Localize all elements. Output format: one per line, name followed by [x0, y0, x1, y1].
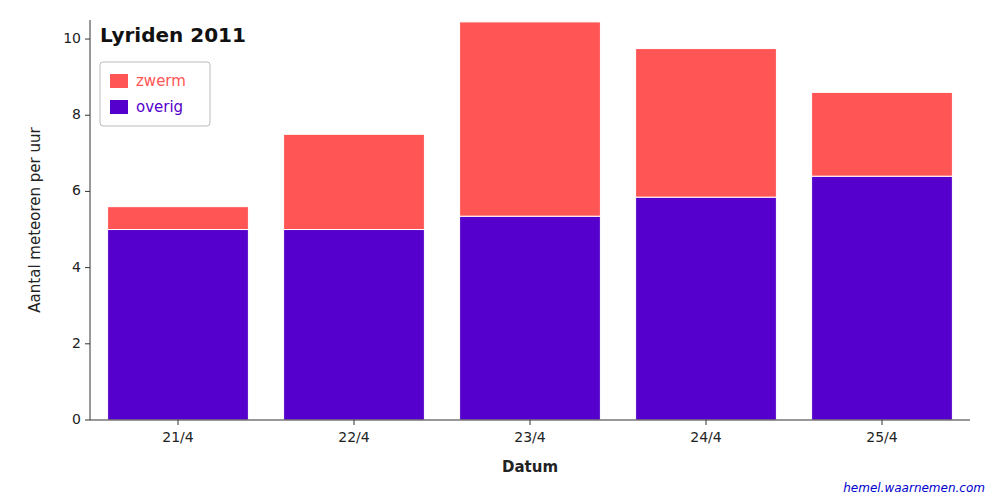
x-tick [178, 420, 179, 425]
axes: 0 2 4 6 8 10 21/4 22/4 23/4 24/4 25/4 [63, 20, 970, 445]
legend-label: overig [136, 98, 183, 116]
bar-segment [108, 207, 249, 230]
legend: zwerm overig [100, 62, 210, 126]
bars [108, 22, 953, 420]
y-tick-label: 6 [72, 182, 81, 198]
x-tick-label: 25/4 [866, 429, 898, 445]
legend-swatch [110, 100, 128, 114]
y-tick-label: 4 [72, 259, 81, 275]
x-tick [706, 420, 707, 425]
x-tick [354, 420, 355, 425]
y-axis-label: Aantal meteoren per uur [26, 127, 44, 313]
x-tick-label: 22/4 [338, 429, 370, 445]
y-axis-line [90, 20, 91, 420]
legend-swatch [110, 74, 128, 88]
y-tick-label: 8 [72, 106, 81, 122]
bar-segment [284, 230, 425, 420]
bar-segment [636, 49, 777, 198]
legend-box [100, 62, 210, 126]
x-tick-label: 24/4 [690, 429, 722, 445]
x-tick-label: 23/4 [514, 429, 546, 445]
x-tick-label: 21/4 [162, 429, 194, 445]
x-axis-label: Datum [502, 458, 558, 476]
title: Lyriden 2011 [100, 23, 246, 47]
watermark: hemel.waarnemen.com [843, 481, 985, 495]
y-tick [85, 267, 90, 268]
y-tick-label: 10 [63, 30, 81, 46]
bar-segment [108, 230, 249, 420]
bar-segment [460, 216, 601, 420]
y-tick-label: 2 [72, 335, 81, 351]
bar-segment [636, 197, 777, 420]
y-tick [85, 115, 90, 116]
y-tick [85, 420, 90, 421]
bar-segment [812, 176, 953, 420]
y-tick [85, 343, 90, 344]
bar-segment [460, 22, 601, 216]
x-tick [882, 420, 883, 425]
bar-segment [284, 134, 425, 229]
y-tick [85, 39, 90, 40]
y-tick [85, 191, 90, 192]
bar-segment [812, 92, 953, 176]
x-tick [530, 420, 531, 425]
legend-label: zwerm [136, 72, 186, 90]
y-tick-label: 0 [72, 411, 81, 427]
chart: 0 2 4 6 8 10 21/4 22/4 23/4 24/4 25/4 Datum Aantal m… [0, 0, 1000, 500]
